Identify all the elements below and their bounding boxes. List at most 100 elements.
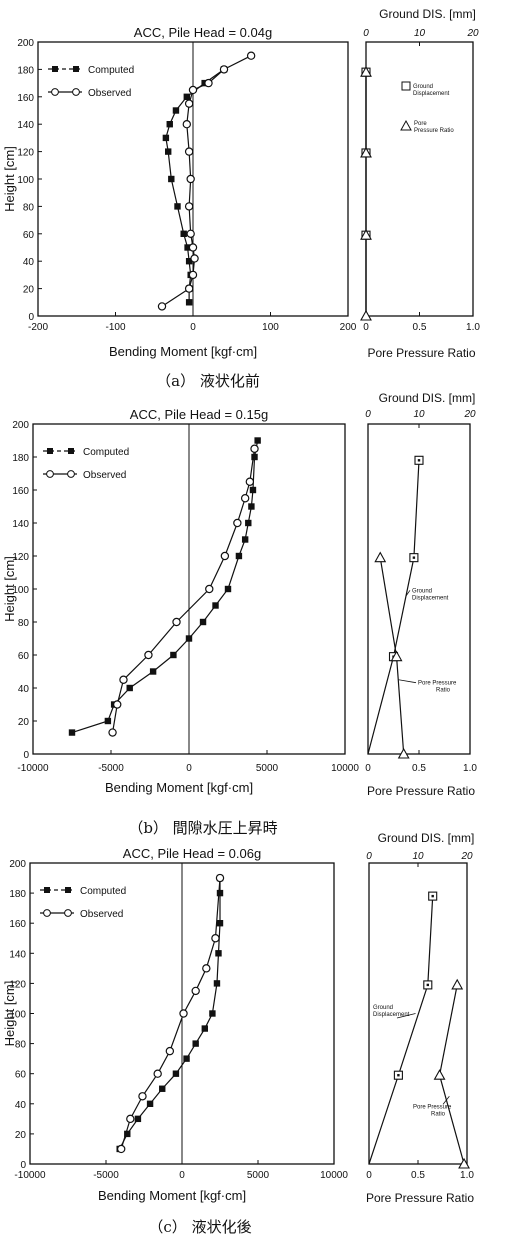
- legend-label-observed: Observed: [88, 88, 131, 99]
- side-top-axis-label: Ground DIS. [mm]: [378, 831, 475, 845]
- side-panel: Ground DIS. [mm] 0 10 20 0 0.5 1.0 Pore Pressur…: [365, 391, 477, 798]
- side-bottom-tick-label: 0: [363, 322, 369, 333]
- annotation-pore-pressure: Pore Pressure: [413, 1104, 452, 1110]
- y-tick-label: 120: [17, 148, 34, 159]
- data-point-observed: [108, 728, 117, 737]
- side-bottom-tick-label: 0: [365, 763, 371, 774]
- legend-marker-computed: [73, 66, 79, 72]
- y-tick-label: 0: [28, 312, 34, 323]
- legend-marker-observed: [64, 909, 72, 917]
- data-point-observed: [188, 243, 198, 252]
- side-bottom-tick-label: 0.5: [411, 1170, 425, 1181]
- side-bottom-tick-label: 1.0: [460, 1170, 474, 1181]
- data-point-computed: [149, 668, 157, 675]
- data-point-computed: [212, 602, 219, 609]
- data-point-computed: [168, 175, 175, 183]
- data-point-computed: [174, 203, 181, 210]
- series-line-observed: [120, 878, 221, 1150]
- data-point-observed: [182, 119, 191, 129]
- pore-pressure-point: [374, 551, 387, 563]
- data-point-computed: [166, 121, 173, 128]
- x-axis-label: Bending Moment [kgf·cm]: [105, 780, 253, 795]
- chart-title: ACC, Pile Head = 0.04g: [134, 25, 272, 40]
- series-line-observed: [161, 55, 252, 307]
- y-axis-label: Height [cm]: [2, 981, 17, 1047]
- data-point-observed: [184, 284, 194, 293]
- data-point-computed: [224, 585, 232, 593]
- legend-label-observed: Observed: [80, 909, 123, 920]
- legend-marker-computed: [52, 66, 58, 72]
- x-tick-label: -100: [105, 322, 125, 333]
- data-point-observed: [184, 202, 194, 211]
- y-tick-label: 40: [23, 257, 35, 268]
- data-point-computed: [162, 134, 170, 142]
- pore-pressure-point: [458, 1157, 470, 1169]
- legend-label-computed: Computed: [88, 65, 134, 76]
- data-point-computed: [199, 618, 207, 626]
- data-point-computed: [184, 244, 191, 251]
- y-tick-label: 20: [15, 1130, 27, 1141]
- legend-pore-marker: [400, 119, 412, 131]
- side-bottom-tick-label: 0.5: [412, 763, 426, 774]
- pore-pressure-point: [451, 978, 464, 990]
- data-point-observed: [116, 1144, 126, 1154]
- ground-displacement-point-core: [426, 983, 429, 987]
- legend-label-computed: Computed: [83, 447, 129, 458]
- side-top-tick-label: 20: [460, 851, 473, 862]
- ground-displacement-point-core: [397, 1074, 400, 1077]
- y-tick-label: 200: [17, 38, 34, 49]
- y-tick-label: 60: [23, 230, 35, 241]
- annotation-ground-displacement: Displacement: [373, 1012, 410, 1018]
- data-point-observed: [233, 518, 242, 528]
- annotation-pore-pressure: Ratio: [431, 1111, 446, 1117]
- y-tick-label: 80: [18, 618, 30, 629]
- y-tick-label: 140: [17, 120, 34, 131]
- y-tick-label: 160: [17, 93, 34, 104]
- data-point-computed: [146, 1100, 154, 1107]
- y-tick-label: 200: [9, 859, 26, 870]
- x-tick-label: 10000: [331, 763, 359, 774]
- side-bottom-tick-label: 0: [366, 1170, 372, 1181]
- data-point-observed: [211, 934, 220, 943]
- pore-pressure-point: [360, 66, 372, 77]
- y-tick-label: 140: [9, 949, 26, 960]
- annotation-ground-displacement: Displacement: [413, 91, 450, 97]
- series-line-computed: [119, 878, 221, 1150]
- data-point-observed: [245, 477, 255, 486]
- annotation-pore-pressure: Pressure Ratio: [414, 128, 454, 134]
- y-tick-label: 60: [18, 651, 30, 662]
- x-tick-label: 0: [190, 322, 196, 333]
- data-point-computed: [104, 717, 112, 725]
- y-tick-label: 40: [18, 684, 30, 695]
- data-point-computed: [183, 1055, 190, 1062]
- data-point-computed: [209, 1010, 216, 1017]
- data-point-observed: [250, 444, 259, 453]
- y-tick-label: 200: [12, 420, 29, 431]
- legend-marker-computed: [65, 887, 71, 893]
- data-point-observed: [157, 302, 167, 311]
- data-point-observed: [138, 1092, 147, 1101]
- x-tick-label: -5000: [98, 763, 124, 774]
- data-point-computed: [185, 299, 193, 306]
- leader-line: [442, 1096, 450, 1105]
- ground-displacement-line: [367, 460, 420, 755]
- data-point-computed: [165, 148, 172, 155]
- data-point-computed: [185, 258, 193, 265]
- data-point-computed: [180, 230, 187, 237]
- x-tick-label: 0: [186, 763, 192, 774]
- y-tick-label: 0: [23, 750, 29, 761]
- chart-title: ACC, Pile Head = 0.15g: [130, 407, 268, 422]
- data-point-computed: [192, 1040, 199, 1047]
- annotation-ground-displacement: Displacement: [412, 595, 449, 601]
- ground-displacement-point-core: [431, 894, 434, 898]
- annotation-pore-pressure: Ratio: [436, 688, 451, 694]
- chart-panel-1: ACC, Pile Head = 0.04g020406080100120140…: [2, 7, 480, 390]
- data-point-observed: [246, 51, 256, 60]
- side-top-tick-label: 20: [466, 28, 479, 39]
- pore-pressure-point: [390, 650, 403, 662]
- panel-caption: （c） 液状化後: [148, 1218, 251, 1236]
- side-top-tick-label: 0: [366, 851, 372, 862]
- pore-pressure-point: [433, 1069, 446, 1080]
- y-tick-label: 40: [15, 1100, 27, 1111]
